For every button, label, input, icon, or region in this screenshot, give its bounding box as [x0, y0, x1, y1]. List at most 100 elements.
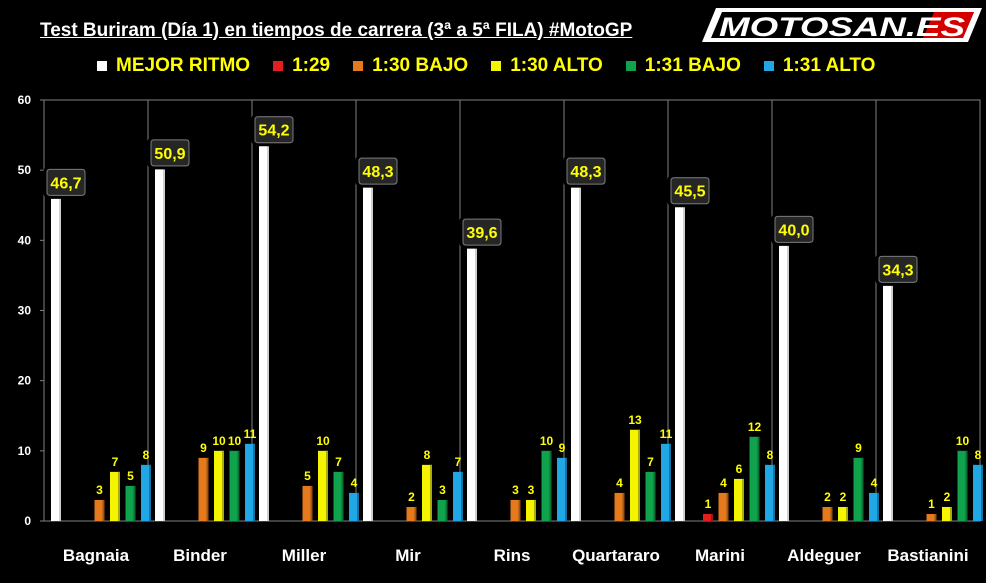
bar-1-30-bajo — [926, 513, 937, 521]
value-label-box — [355, 154, 401, 188]
data-label: 9 — [855, 441, 862, 455]
bar-mejor-ritmo — [779, 240, 789, 522]
data-label: 2 — [944, 490, 951, 504]
data-label: 1 — [928, 497, 935, 511]
value-label: 34,3 — [882, 262, 913, 279]
bar-shadow — [149, 464, 151, 521]
data-label: 2 — [824, 490, 831, 504]
bar-1-30-bajo — [718, 492, 729, 521]
legend-label: 1:31 ALTO — [782, 55, 876, 76]
legend-label: 1:30 BAJO — [372, 55, 469, 76]
bar-1-29 — [703, 513, 713, 521]
legend-label: 1:31 BAJO — [644, 55, 741, 76]
bar-1-31-alto — [765, 464, 775, 521]
x-tick-label: Miller — [282, 546, 327, 565]
value-label: 45,5 — [674, 184, 705, 201]
bar-shadow — [669, 443, 671, 521]
data-label: 10 — [212, 434, 226, 448]
value-label-box-inner — [566, 157, 606, 185]
data-label: 7 — [112, 455, 119, 469]
legend-swatch — [352, 60, 365, 72]
data-label: 11 — [660, 427, 673, 441]
data-label: 4 — [351, 476, 358, 490]
bar-shadow — [475, 243, 477, 521]
bar-shadow — [133, 485, 136, 521]
data-label: 9 — [200, 441, 207, 455]
bar-1-30-bajo — [822, 506, 833, 521]
value-label: 54,2 — [258, 123, 289, 140]
legend-item: 1:30 ALTO — [490, 55, 603, 77]
value-label: 48,3 — [570, 164, 601, 181]
value-label-box — [459, 215, 505, 249]
bar-shadow — [267, 140, 269, 522]
value-label-box — [147, 136, 193, 170]
bar-mejor-ritmo — [259, 140, 269, 522]
data-label: 6 — [736, 462, 743, 476]
data-label: 5 — [127, 469, 134, 483]
bar-shadow — [357, 492, 359, 521]
x-tick-label: Mir — [395, 546, 421, 565]
data-label: 10 — [316, 434, 330, 448]
bar-shadow — [222, 450, 224, 521]
bar-shadow — [830, 506, 833, 521]
bar-shadow — [253, 443, 255, 521]
value-label-box-inner — [774, 215, 814, 243]
value-label-box-inner — [46, 168, 86, 196]
legend-swatch — [762, 60, 775, 72]
value-label-box-inner — [878, 255, 918, 283]
data-label: 13 — [628, 413, 642, 427]
bar-shadow — [59, 193, 61, 522]
bar-1-31-alto — [557, 457, 567, 521]
data-label: 10 — [540, 434, 554, 448]
data-label: 4 — [720, 476, 727, 490]
bar-shadow — [237, 450, 240, 521]
data-label: 10 — [228, 434, 242, 448]
bar-1-31-bajo — [749, 436, 760, 521]
value-label: 40,0 — [778, 222, 809, 239]
value-label-box-inner — [254, 116, 294, 144]
bar-shadow — [861, 457, 864, 521]
bar-shadow — [653, 471, 656, 521]
data-label: 7 — [335, 455, 342, 469]
bar-1-31-bajo — [229, 450, 240, 521]
data-label: 8 — [975, 448, 982, 462]
bar-shadow — [877, 492, 879, 521]
data-label: 4 — [871, 476, 878, 490]
bar-1-30-alto — [838, 506, 848, 521]
legend-item: 1:30 BAJO — [352, 55, 468, 77]
value-label-box — [875, 252, 921, 286]
bar-1-31-alto — [661, 443, 671, 521]
bar-1-30-alto — [422, 464, 432, 521]
data-label: 8 — [767, 448, 774, 462]
data-label: 2 — [840, 490, 847, 504]
data-label: 11 — [244, 427, 257, 441]
legend-item: 1:31 BAJO — [624, 55, 741, 77]
bar-1-30-bajo — [302, 485, 313, 521]
data-label: 3 — [439, 483, 446, 497]
legend-item: MEJOR RITMO — [96, 55, 250, 77]
bar-mejor-ritmo — [571, 182, 581, 521]
bar-shadow — [341, 471, 344, 521]
legend-label: 1:29 — [292, 55, 331, 76]
bar-mejor-ritmo — [467, 243, 477, 521]
data-label: 7 — [455, 455, 462, 469]
bar-1-31-bajo — [333, 471, 344, 521]
value-label-box — [667, 174, 713, 208]
data-label: 3 — [96, 483, 103, 497]
y-tick-label: 30 — [18, 304, 32, 318]
value-label: 48,3 — [362, 164, 393, 181]
bar-shadow — [565, 457, 567, 521]
bar-1-31-bajo — [957, 450, 968, 521]
data-label: 3 — [528, 483, 535, 497]
bar-shadow — [518, 499, 521, 521]
legend-swatch — [624, 60, 637, 72]
bar-shadow — [742, 478, 744, 521]
data-label: 3 — [512, 483, 519, 497]
value-label-box-inner — [670, 177, 710, 205]
bar-shadow — [430, 464, 432, 521]
x-tick-label: Bagnaia — [63, 546, 130, 565]
bar-1-30-alto — [318, 450, 328, 521]
legend-item: 1:29 — [272, 55, 330, 77]
bar-shadow — [163, 163, 165, 521]
